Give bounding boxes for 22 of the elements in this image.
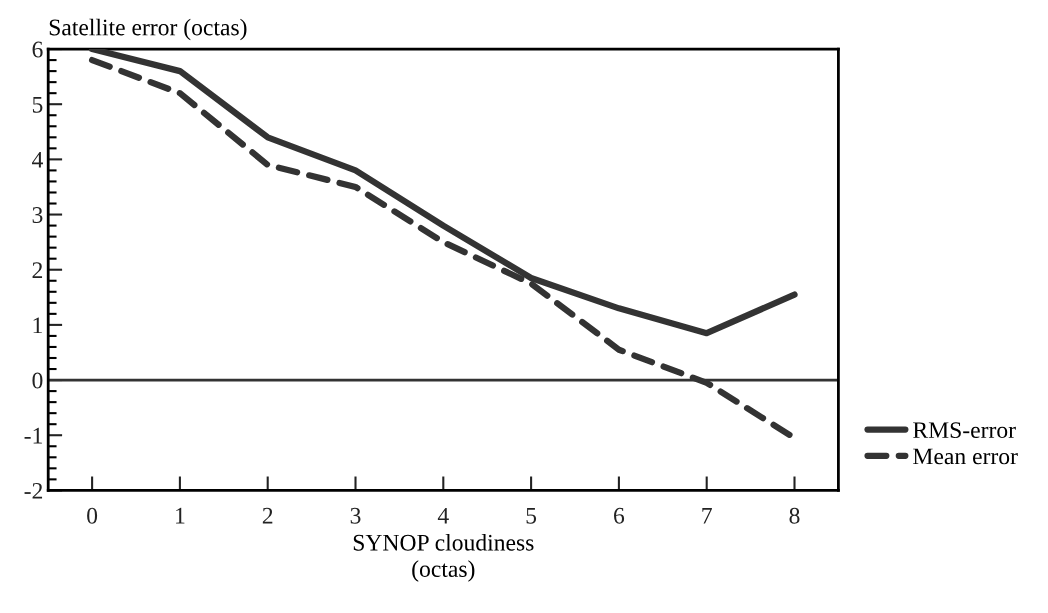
y-tick-label: 2 [32,262,43,278]
y-tick-label: 4 [32,152,43,168]
y-tick-label: 0 [32,372,43,389]
x-tick-label: 5 [526,507,537,524]
x-tick-label: 4 [437,507,449,524]
y-tick-label: 6 [32,41,43,58]
x-tick-label: 8 [789,507,800,524]
x-tick-label: 0 [87,507,98,524]
x-axis-title: SYNOP cloudiness (octas) [353,534,534,582]
y-tick-label: -2 [24,482,43,499]
y-tick-label: 3 [32,207,43,223]
y-tick-label: -1 [24,427,42,444]
x-tick-label: 1 [176,507,185,524]
x-tick-label: 3 [350,507,361,524]
y-tick-label: 1 [33,317,42,334]
x-tick-label: 6 [614,507,625,524]
legend-label: RMS-error [913,422,1016,439]
x-tick-label: 2 [262,507,273,524]
y-axis-title: Satellite error (octas) [49,18,247,41]
y-tick-label: 5 [32,96,43,113]
legend-label: Mean error [913,448,1018,465]
x-tick-label: 7 [702,507,712,524]
